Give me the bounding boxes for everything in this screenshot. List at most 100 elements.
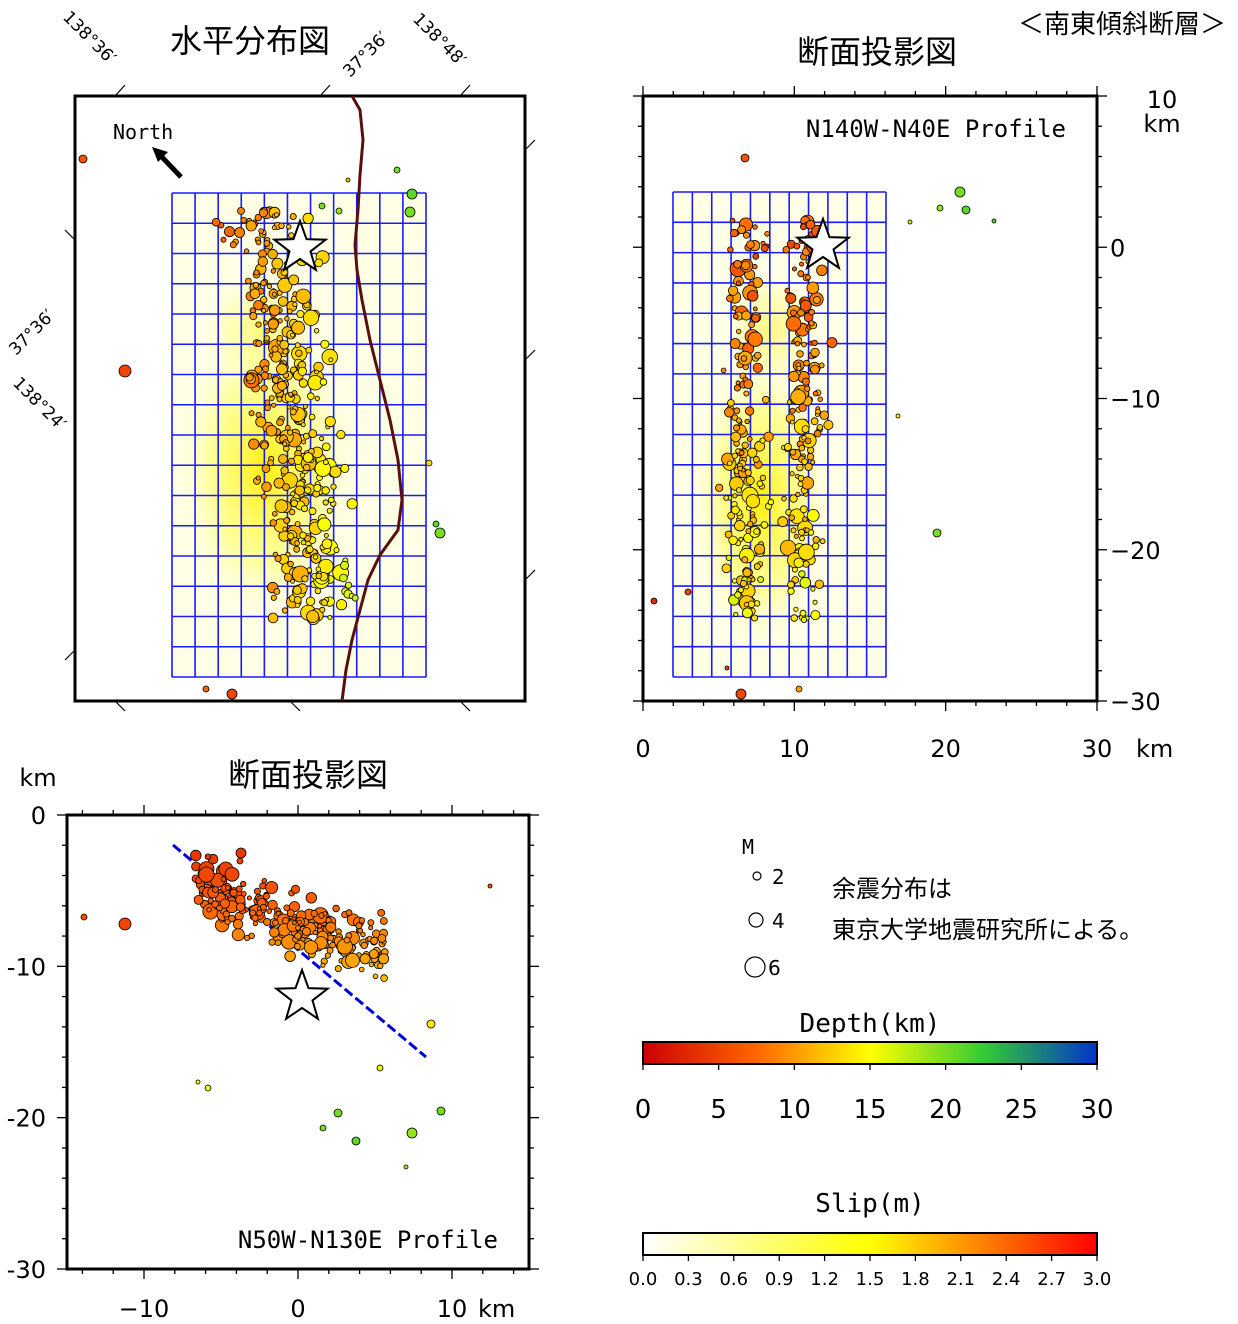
aftershock-marker xyxy=(727,460,733,466)
aftershock-marker xyxy=(731,452,738,459)
colorbar-tick-label: 2.1 xyxy=(946,1269,975,1290)
aftershock-marker xyxy=(80,913,88,921)
fault-type-tag: ＜南東傾斜断層＞ xyxy=(1018,10,1226,40)
aftershock-marker xyxy=(248,932,255,939)
aftershock-marker xyxy=(803,359,810,367)
aftershock-marker xyxy=(345,953,360,968)
aftershock-marker xyxy=(313,328,320,334)
aftershock-marker xyxy=(289,212,297,220)
aftershock-marker xyxy=(235,885,243,893)
aftershock-marker xyxy=(335,207,343,215)
aftershock-marker xyxy=(267,248,278,260)
aftershock-marker xyxy=(406,1127,418,1139)
aftershock-marker xyxy=(736,328,742,335)
aftershock-marker xyxy=(236,902,246,912)
aftershock-marker xyxy=(295,925,301,931)
profile-ns-x-tick: 30 xyxy=(1082,735,1113,763)
magnitude-4-symbol xyxy=(748,912,764,928)
aftershock-marker xyxy=(740,355,748,362)
aftershock-marker xyxy=(304,486,312,494)
profile-ns-label: N140W-N40E Profile xyxy=(806,115,1066,143)
aftershock-marker xyxy=(293,943,301,950)
aftershock-marker xyxy=(798,528,806,536)
aftershock-marker xyxy=(245,373,254,382)
aftershock-marker xyxy=(268,938,276,946)
profile-ew-x-unit: km xyxy=(478,1295,515,1323)
aftershock-marker xyxy=(743,601,750,608)
magnitude-6-label: 6 xyxy=(768,956,781,980)
aftershock-marker xyxy=(273,588,281,595)
aftershock-marker xyxy=(425,459,433,467)
aftershock-marker xyxy=(777,516,789,528)
aftershock-marker xyxy=(226,688,238,700)
aftershock-marker xyxy=(735,380,741,386)
aftershock-marker xyxy=(286,224,292,230)
colorbar-tick-label: 25 xyxy=(1005,1095,1038,1125)
aftershock-marker xyxy=(798,444,806,452)
aftershock-marker xyxy=(321,348,339,366)
aftershock-marker xyxy=(799,576,812,589)
fault-plane-line xyxy=(172,843,427,1059)
north-arrow-shaft xyxy=(158,153,183,179)
profile-ew-y-unit: km xyxy=(19,764,56,792)
aftershock-marker xyxy=(743,379,754,390)
aftershock-marker xyxy=(804,385,811,392)
aftershock-marker xyxy=(271,291,277,297)
aftershock-marker xyxy=(305,545,314,554)
aftershock-marker xyxy=(806,453,815,461)
aftershock-marker xyxy=(752,306,758,312)
aftershock-marker xyxy=(291,320,306,335)
aftershock-marker xyxy=(801,377,810,386)
aftershock-marker xyxy=(301,439,307,445)
aftershock-marker xyxy=(783,442,792,451)
aftershock-marker xyxy=(268,352,274,358)
aftershock-marker xyxy=(752,455,760,463)
magnitude-legend: M 2 4 6 xyxy=(742,835,785,980)
aftershock-marker xyxy=(231,928,245,942)
colorbar-tick-label: 20 xyxy=(929,1095,962,1125)
aftershock-marker xyxy=(936,204,944,212)
aftershock-marker xyxy=(282,526,288,532)
aftershock-marker xyxy=(286,308,293,315)
aftershock-marker xyxy=(282,483,290,492)
north-label: North xyxy=(113,120,173,144)
aftershock-marker xyxy=(799,261,805,267)
aftershock-marker xyxy=(377,934,387,943)
slip-colorbar-title: Slip(m) xyxy=(815,1189,925,1219)
aftershock-marker xyxy=(254,365,263,374)
aftershock-marker xyxy=(260,903,267,911)
aftershock-marker xyxy=(793,242,801,250)
aftershock-marker xyxy=(747,447,758,458)
colorbar-tick-label: 10 xyxy=(778,1095,811,1125)
aftershock-marker xyxy=(741,310,752,321)
map-corner-lat-top: 37°36′ xyxy=(339,28,393,82)
aftershock-marker xyxy=(724,407,735,418)
aftershock-marker xyxy=(298,378,308,388)
aftershock-marker xyxy=(377,909,386,917)
aftershock-marker xyxy=(317,923,323,929)
aftershock-marker xyxy=(763,431,774,442)
aftershock-marker xyxy=(271,402,277,408)
aftershock-marker xyxy=(315,572,322,580)
aftershock-marker xyxy=(272,919,279,927)
profile-ns-x-tick: 20 xyxy=(930,735,961,763)
aftershock-marker xyxy=(808,308,815,316)
aftershock-marker xyxy=(759,474,767,481)
aftershock-marker xyxy=(812,599,818,605)
aftershock-marker xyxy=(245,277,252,285)
aftershock-marker xyxy=(745,475,755,485)
aftershock-marker xyxy=(794,340,801,347)
map-corner-lat-left: 37°36′ xyxy=(5,306,59,360)
aftershock-marker xyxy=(785,292,797,304)
map-fault-grid xyxy=(171,192,427,678)
slip-colorbar-gradient xyxy=(642,1232,1098,1256)
aftershock-marker xyxy=(799,535,805,542)
aftershock-marker xyxy=(301,575,309,583)
aftershock-marker xyxy=(744,418,750,425)
aftershock-marker xyxy=(282,348,289,355)
aftershock-marker xyxy=(684,588,692,596)
aftershock-marker xyxy=(753,600,761,607)
aftershock-marker xyxy=(746,577,752,583)
aftershock-marker xyxy=(731,578,738,584)
aftershock-marker xyxy=(730,431,741,443)
